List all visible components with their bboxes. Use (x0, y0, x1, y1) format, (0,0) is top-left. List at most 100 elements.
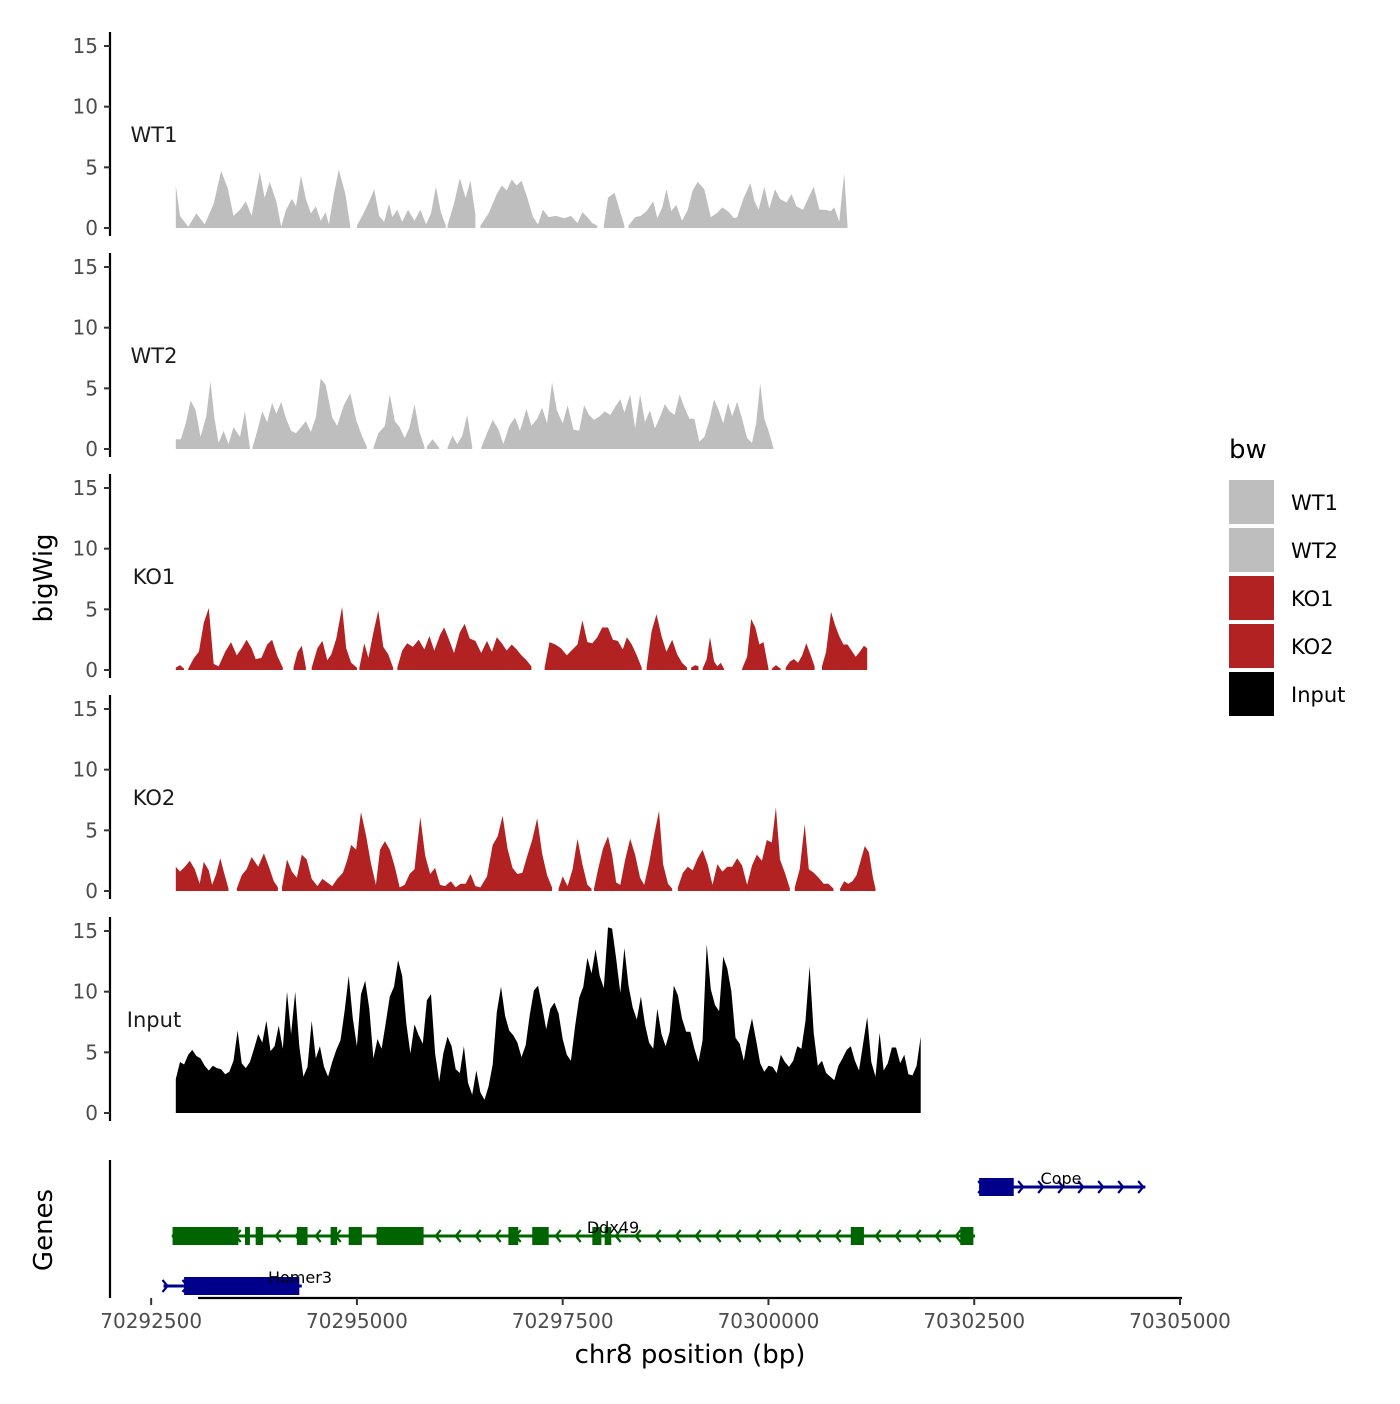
strand-chevron (714, 1229, 722, 1243)
x-tick-label-70305000: 70305000 (1129, 1309, 1231, 1333)
coverage-area-ko1-1 (175, 665, 185, 670)
track-input (175, 927, 921, 1113)
strand-chevron (1017, 1180, 1025, 1194)
strand-chevron (1057, 1180, 1065, 1194)
coverage-area-wt1-3 (447, 178, 476, 228)
y-tick-label-wt2-10: 10 (73, 316, 98, 340)
y-tick-label-ko2-0: 0 (85, 879, 98, 903)
strand-chevron (914, 1229, 922, 1243)
exon-ddx49-2 (244, 1227, 250, 1245)
y-axis-title: bigWig (29, 533, 59, 622)
y-tick-label-wt1-15: 15 (73, 34, 98, 58)
exon-ddx49-12 (850, 1227, 864, 1245)
strand-chevron (274, 1229, 282, 1243)
track-wt2 (175, 378, 774, 449)
coverage-area-ko2-2 (236, 853, 278, 891)
coverage-area-ko1-11 (742, 619, 769, 670)
coverage-area-ko1-13 (785, 643, 815, 670)
legend-swatch-wt1 (1229, 480, 1274, 524)
track-ko1 (175, 606, 868, 670)
exon-ddx49-11 (604, 1227, 612, 1245)
strand-chevron (734, 1229, 742, 1243)
coverage-area-ko1-5 (359, 610, 394, 670)
legend-label-ko2: KO2 (1291, 635, 1334, 659)
track-label-wt2: WT2 (131, 344, 178, 368)
coverage-area-wt2-6 (481, 382, 774, 449)
strand-chevron (874, 1229, 882, 1243)
strand-chevron (694, 1229, 702, 1243)
coverage-area-ko1-3 (293, 645, 306, 670)
legend-entries: WT1 WT2 KO1 KO2 Input (1229, 480, 1345, 716)
strand-chevron (574, 1229, 582, 1243)
x-tick-label-70292500: 70292500 (100, 1309, 202, 1333)
coverage-area-wt2-5 (447, 415, 473, 449)
coverage-area-wt2-3 (373, 394, 425, 449)
y-tick-label-wt2-0: 0 (85, 437, 98, 461)
exon-cope-1 (979, 1178, 1014, 1196)
y-tick-label-ko1-15: 15 (73, 476, 98, 500)
coverage-area-ko2-5 (594, 810, 673, 891)
x-axis-title: chr8 position (bp) (575, 1340, 806, 1370)
coverage-area-wt1-4 (480, 179, 598, 228)
exon-ddx49-1 (172, 1227, 239, 1245)
legend-label-ko1: KO1 (1291, 587, 1334, 611)
strand-chevron (754, 1229, 762, 1243)
y-tick-label-input-10: 10 (73, 980, 98, 1004)
strand-chevron (494, 1229, 502, 1243)
coverage-area-wt1-1 (175, 169, 351, 228)
legend-title: bw (1229, 435, 1267, 465)
exon-ddx49-6 (348, 1227, 362, 1245)
strand-chevron (654, 1229, 662, 1243)
exon-homer3-1 (184, 1277, 300, 1295)
y-tick-label-ko2-15: 15 (73, 697, 98, 721)
coverage-area-wt2-4 (426, 439, 440, 449)
tracks-layer (175, 169, 921, 1113)
exon-ddx49-13 (960, 1227, 974, 1245)
coverage-area-ko2-8 (840, 846, 876, 891)
strand-chevron (1077, 1180, 1085, 1194)
coverage-area-ko1-6 (397, 623, 532, 670)
strand-chevron (454, 1229, 462, 1243)
y-tick-label-input-5: 5 (85, 1040, 98, 1064)
coverage-area-wt2-2 (252, 378, 367, 449)
strand-chevron (161, 1279, 169, 1293)
y-tick-label-wt1-10: 10 (73, 95, 98, 119)
y-tick-label-input-0: 0 (85, 1101, 98, 1125)
strand-chevron (1117, 1180, 1125, 1194)
y-tick-label-wt1-0: 0 (85, 216, 98, 240)
legend-swatch-ko1 (1229, 576, 1274, 620)
x-tick-label-70297500: 70297500 (512, 1309, 614, 1333)
coverage-area-ko2-1 (175, 858, 229, 891)
coverage-area-ko1-10 (702, 637, 724, 670)
coverage-area-wt1-6 (628, 173, 848, 228)
strand-chevron (1037, 1180, 1045, 1194)
exon-ddx49-8 (508, 1227, 519, 1245)
coverage-area-input-1 (175, 927, 921, 1113)
track-ko2 (175, 807, 876, 891)
strand-chevron (954, 1229, 962, 1243)
y-tick-label-wt2-5: 5 (85, 376, 98, 400)
coverage-area-wt1-5 (603, 192, 625, 228)
track-label-ko1: KO1 (133, 565, 176, 589)
gene-ddx49: Ddx49 (171, 1218, 976, 1245)
gene-label-cope: Cope (1041, 1169, 1082, 1188)
strand-chevron (634, 1229, 642, 1243)
coverage-area-ko2-3 (282, 812, 552, 891)
coverage-area-ko1-4 (311, 606, 357, 670)
axes-layer: 0 5 10 15 WT1 0 5 10 15 WT2 0 5 10 15 KO1 0 5 10 15 KO2 0 5 10… (73, 32, 1231, 1333)
track-wt1 (175, 169, 848, 228)
coverage-area-ko1-9 (691, 665, 699, 670)
y-tick-label-ko1-10: 10 (73, 537, 98, 561)
strand-chevron (794, 1229, 802, 1243)
legend: bw WT1 WT2 KO1 KO2 Input (1229, 435, 1345, 716)
y-tick-label-ko2-5: 5 (85, 818, 98, 842)
coverage-area-ko1-8 (646, 614, 687, 670)
strand-chevron (1097, 1180, 1105, 1194)
coverage-area-wt1-2 (356, 186, 446, 228)
coverage-area-ko1-14 (822, 611, 868, 670)
coverage-area-ko1-7 (544, 620, 642, 670)
y-tick-label-ko1-5: 5 (85, 597, 98, 621)
exon-ddx49-7 (376, 1227, 424, 1245)
y-tick-label-input-15: 15 (73, 919, 98, 943)
genes-axis-title: Genes (29, 1189, 59, 1271)
